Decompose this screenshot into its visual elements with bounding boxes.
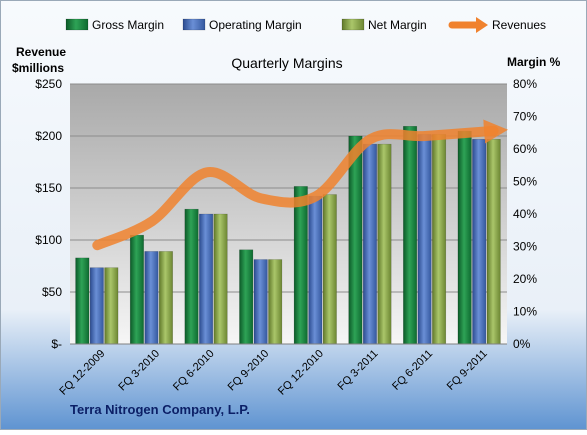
legend-label: Revenues	[492, 18, 546, 32]
left-tick-label: $50	[42, 285, 62, 299]
left-tick-label: $100	[35, 233, 62, 247]
bars	[75, 126, 501, 345]
right-tick-label: 40%	[513, 207, 537, 221]
left-tick-label: $250	[35, 77, 62, 91]
bar-net-margin	[377, 143, 392, 345]
right-axis-ticks: 0% 10% 20% 30% 40% 50% 60% 70% 80%	[513, 77, 537, 351]
right-axis-label: Margin %	[507, 55, 561, 69]
legend-label: Operating Margin	[209, 18, 302, 32]
right-tick-label: 10%	[513, 305, 537, 319]
left-tick-label: $200	[35, 129, 62, 143]
legend-swatch-operating-margin	[182, 18, 206, 31]
bar-gross-margin	[457, 130, 472, 345]
bar-gross-margin	[403, 126, 418, 345]
bar-net-margin	[486, 139, 501, 345]
bar-net-margin	[432, 134, 447, 345]
bar-operating-margin	[362, 143, 377, 345]
bar-operating-margin	[89, 267, 104, 345]
legend-label: Net Margin	[368, 18, 427, 32]
bar-gross-margin	[75, 257, 90, 345]
left-tick-label: $-	[51, 337, 62, 351]
right-tick-label: 0%	[513, 337, 531, 351]
bar-gross-margin	[348, 135, 363, 345]
left-axis-label-line2: $millions	[12, 61, 64, 75]
bar-operating-margin	[417, 134, 432, 345]
bar-operating-margin	[144, 251, 159, 345]
legend-label: Gross Margin	[92, 18, 164, 32]
revenue-line-path	[92, 119, 509, 251]
bar-operating-margin	[308, 195, 323, 345]
legend-arrow-icon	[476, 17, 488, 33]
legend-swatch-gross-margin	[65, 18, 89, 31]
right-tick-label: 70%	[513, 110, 537, 124]
bar-net-margin	[158, 251, 173, 345]
right-tick-label: 50%	[513, 175, 537, 189]
right-tick-label: 20%	[513, 272, 537, 286]
bar-net-margin	[213, 213, 228, 345]
chart-title: Quarterly Margins	[231, 55, 342, 71]
bar-net-margin	[104, 267, 119, 345]
bar-gross-margin	[239, 249, 254, 345]
footer-company-name: Terra Nitrogen Company, L.P.	[70, 402, 250, 417]
bar-operating-margin	[253, 259, 268, 345]
legend-swatch-net-margin	[341, 18, 365, 31]
bar-operating-margin	[199, 213, 214, 345]
left-axis-ticks: $- $50 $100 $150 $200 $250	[35, 77, 62, 351]
left-tick-label: $150	[35, 181, 62, 195]
bar-gross-margin	[129, 234, 144, 345]
bar-gross-margin	[184, 208, 199, 345]
bar-net-margin	[268, 259, 283, 345]
bar-gross-margin	[293, 186, 308, 345]
bar-operating-margin	[472, 139, 487, 345]
right-tick-label: 30%	[513, 240, 537, 254]
right-tick-label: 60%	[513, 142, 537, 156]
right-tick-label: 80%	[513, 77, 537, 91]
legend: Gross Margin Operating Margin Net Margin Re…	[65, 17, 546, 33]
left-axis-label-line1: Revenue	[16, 45, 66, 59]
bar-net-margin	[322, 194, 337, 345]
revenue-line	[92, 119, 509, 251]
